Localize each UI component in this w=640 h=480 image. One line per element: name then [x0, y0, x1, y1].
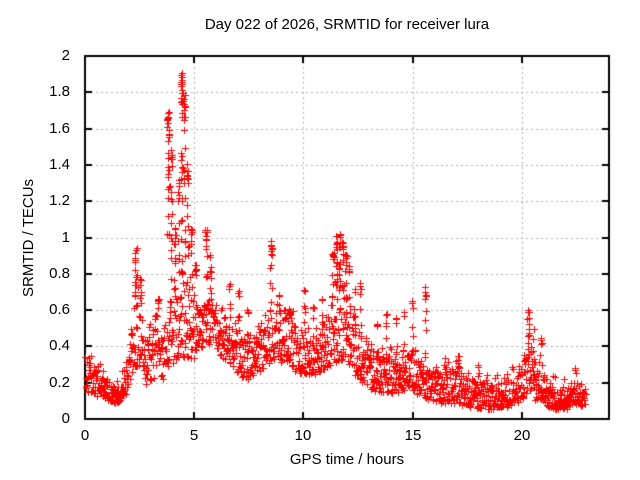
x-tick-label: 15	[404, 427, 422, 444]
x-tick-label: 20	[513, 427, 531, 444]
x-tick-label: 5	[189, 427, 199, 444]
y-tick-label: 2	[61, 47, 70, 64]
chart-title: Day 022 of 2026, SRMTID for receiver lur…	[204, 16, 490, 33]
y-tick-label: 1.8	[49, 83, 70, 100]
y-tick-label: 1	[61, 229, 70, 246]
y-tick-label: 0.6	[49, 301, 70, 318]
x-axis-label: GPS time / hours	[289, 451, 405, 468]
y-tick-label: 1.6	[49, 120, 70, 137]
y-tick-label: 1.4	[49, 156, 70, 173]
y-tick-label: 1.2	[49, 192, 70, 209]
x-tick-label: 0	[80, 427, 90, 444]
x-tick-label: 10	[294, 427, 312, 444]
y-tick-label: 0	[61, 410, 70, 427]
y-tick-label: 0.2	[49, 374, 70, 391]
y-tick-label: 0.4	[49, 337, 70, 354]
y-tick-label: 0.8	[49, 265, 70, 282]
